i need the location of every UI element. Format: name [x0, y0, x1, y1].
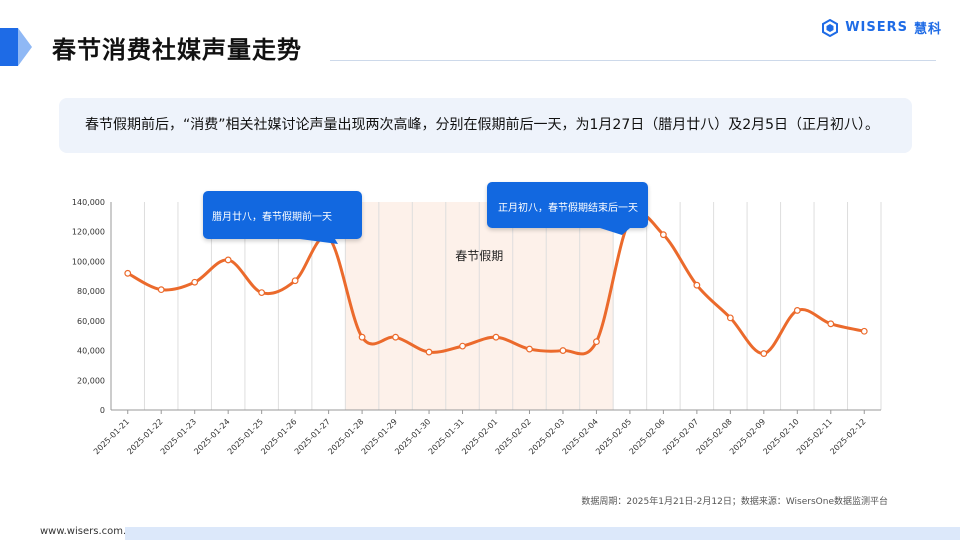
y-tick-label: 60,000 [77, 317, 105, 326]
data-point [526, 345, 533, 353]
data-point [425, 348, 433, 356]
data-point [191, 278, 199, 286]
y-tick-label: 80,000 [77, 287, 105, 296]
callout-pre-holiday-text: 腊月廿八，春节假期前一天 [212, 212, 332, 223]
data-point [659, 231, 667, 239]
data-point [258, 289, 266, 297]
data-point [726, 314, 734, 322]
data-point [593, 338, 600, 346]
title-accent-bar [0, 28, 18, 66]
data-point [459, 342, 466, 350]
holiday-label: 春节假期 [455, 249, 503, 263]
data-point [793, 307, 801, 314]
callout-pre-holiday: 腊月廿八，春节假期前一天 [203, 191, 362, 239]
site-url[interactable]: www.wisers.com.cn [40, 526, 138, 537]
callout-post-holiday: 正月初八，春节假期结束后一天 [487, 182, 648, 228]
summary-text: 春节假期前后，“消费”相关社媒讨论声量出现两次高峰，分别在假期前后一天，为1月2… [85, 117, 880, 133]
data-point [559, 347, 567, 354]
summary-box: 春节假期前后，“消费”相关社媒讨论声量出现两次高峰，分别在假期前后一天，为1月2… [59, 98, 912, 153]
logo-text: WISERS [845, 20, 908, 35]
volume-line-chart: 0 20,000 40,000 60,000 80,000 100,000 120,000 1… [72, 198, 882, 456]
title-divider [330, 60, 936, 61]
data-point [157, 286, 165, 294]
data-point [358, 333, 366, 341]
y-tick-label: 120,000 [72, 228, 105, 237]
x-tick-label: 2025-02-12 [828, 417, 867, 456]
data-point [224, 256, 232, 264]
data-point [291, 277, 299, 285]
hexagon-logo-icon [822, 18, 839, 37]
logo-suffix: 慧科 [913, 22, 942, 37]
y-tick-label: 40,000 [77, 347, 105, 356]
data-point [124, 269, 132, 277]
data-point [760, 350, 768, 357]
footer-band [125, 527, 960, 540]
data-point [392, 333, 399, 341]
wisers-logo: WISERS 慧科 [821, 18, 942, 37]
y-tick-label: 140,000 [72, 198, 105, 207]
y-tick-label: 0 [100, 406, 105, 415]
callout-post-holiday-text: 正月初八，春节假期结束后一天 [498, 203, 638, 214]
data-source-footnote: 数据周期：2025年1月21日-2月12日；数据来源：WisersOne数据监测… [581, 497, 888, 507]
data-point [827, 320, 835, 328]
data-point [860, 327, 868, 335]
title-accent-arrow [18, 28, 32, 66]
y-tick-label: 20,000 [77, 376, 105, 385]
page-title: 春节消费社媒声量走势 [52, 36, 302, 64]
data-point [492, 333, 500, 341]
y-tick-label: 100,000 [72, 257, 105, 266]
data-point [693, 281, 701, 289]
